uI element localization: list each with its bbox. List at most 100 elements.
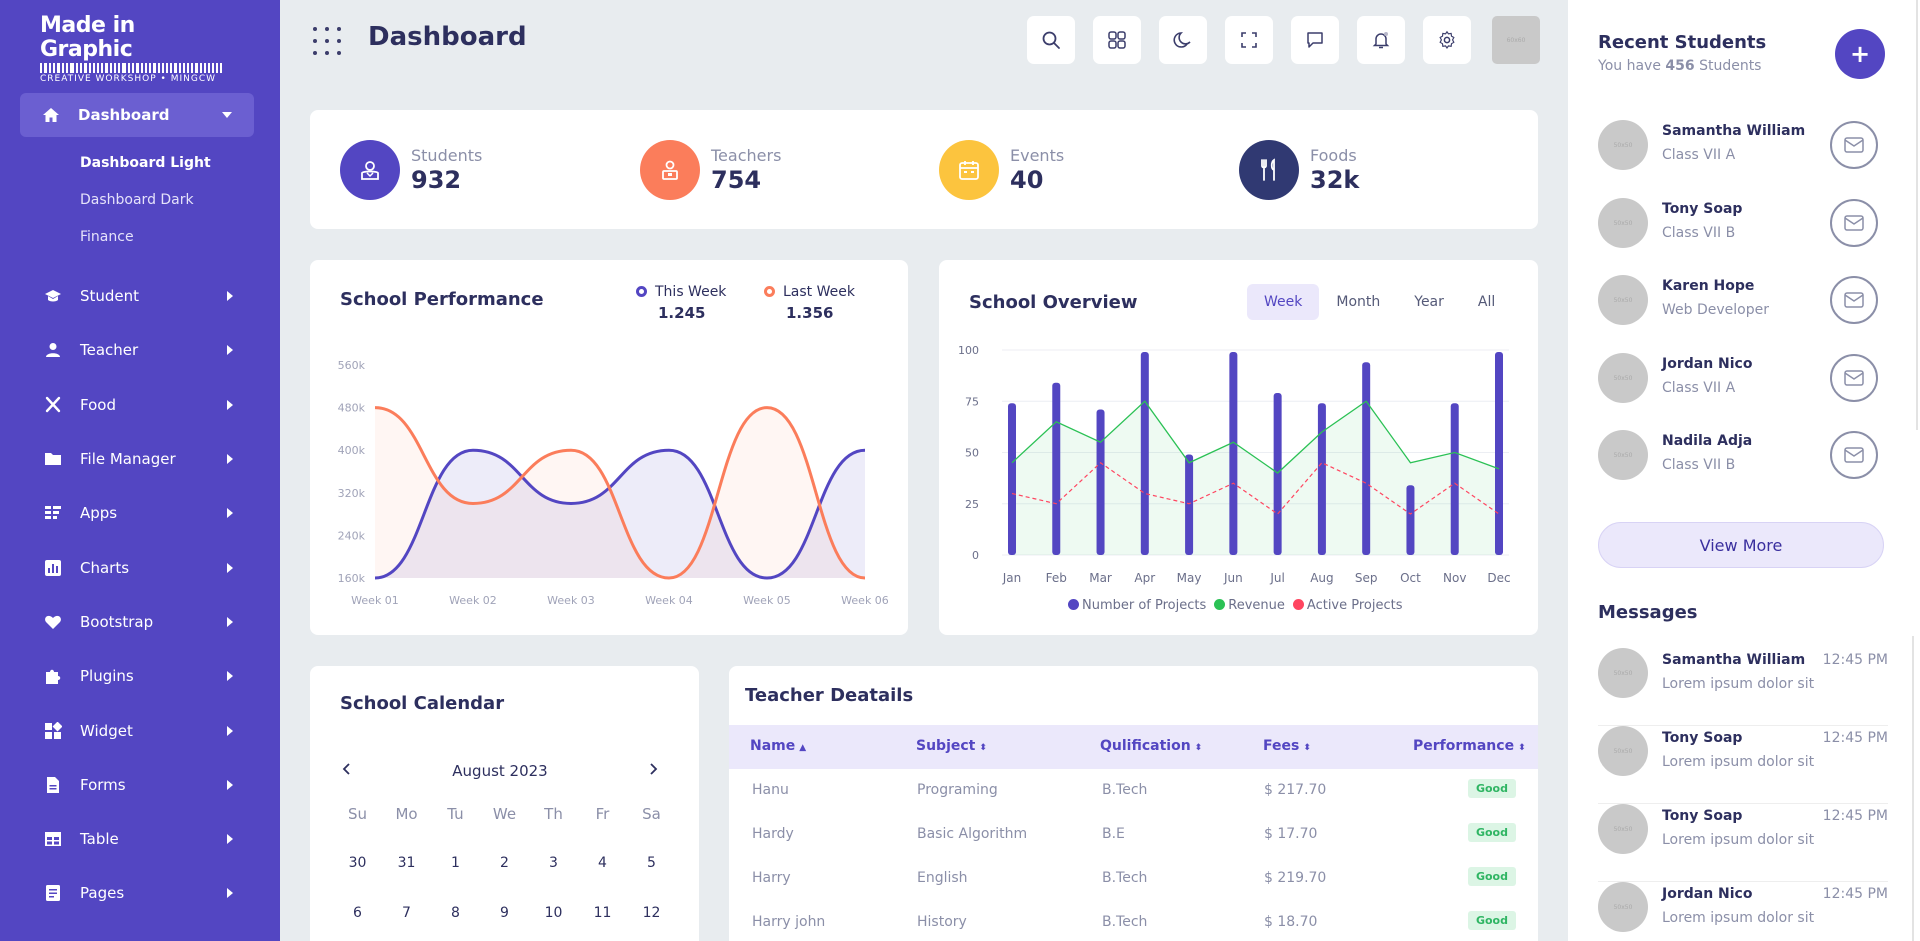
calendar-weekday: Th bbox=[544, 805, 563, 823]
stat-value: 40 bbox=[1010, 166, 1044, 194]
legend-ring-icon bbox=[764, 286, 775, 297]
student-count: 456 bbox=[1665, 58, 1695, 74]
right-panel-scrollbar[interactable] bbox=[1916, 0, 1918, 430]
performance-chart: 560k 480k 400k 320k 240k 160k Week 01 Week 02 We… bbox=[338, 359, 889, 607]
legend-this-week[interactable]: This Week 1.245 bbox=[636, 284, 726, 322]
view-more-button[interactable]: View More bbox=[1598, 522, 1884, 568]
calendar-day[interactable]: 1 bbox=[451, 855, 460, 871]
table-row[interactable]: Hanu Programing B.Tech $ 217.70 Good bbox=[729, 769, 1538, 813]
tab-month[interactable]: Month bbox=[1336, 294, 1381, 310]
calendar-header: August 2023 bbox=[340, 762, 660, 780]
chat-button[interactable] bbox=[1291, 16, 1339, 64]
legend-active-projects[interactable]: Active Projects bbox=[1292, 598, 1403, 613]
table-row[interactable]: Hardy Basic Algorithm B.E $ 17.70 Good bbox=[729, 813, 1538, 857]
calendar-day[interactable]: 6 bbox=[353, 905, 362, 921]
student-item[interactable]: 50x50 Jordan Nico Class VII A bbox=[1598, 353, 1888, 409]
message-item[interactable]: 50x50 Tony Soap Lorem ipsum dolor sit 12… bbox=[1598, 726, 1888, 804]
message-student-button[interactable] bbox=[1830, 121, 1878, 169]
dark-mode-button[interactable] bbox=[1159, 16, 1207, 64]
table-row[interactable]: Harry English B.Tech $ 219.70 Good bbox=[729, 857, 1538, 901]
student-item[interactable]: 50x50 Karen Hope Web Developer bbox=[1598, 275, 1888, 331]
student-icon bbox=[340, 140, 400, 200]
bar-projects bbox=[1273, 393, 1282, 555]
notifications-button[interactable] bbox=[1357, 16, 1405, 64]
calendar-grid: Su Mo Tu We Th Fr Sa 30 31 1 2 3 4 5 6 7… bbox=[333, 805, 676, 941]
message-item[interactable]: 50x50 Jordan Nico Lorem ipsum dolor sit … bbox=[1598, 882, 1888, 941]
table-row[interactable]: Harry john History B.Tech $ 18.70 Good bbox=[729, 901, 1538, 941]
calendar-prev-button[interactable] bbox=[340, 762, 354, 780]
settings-button[interactable] bbox=[1423, 16, 1471, 64]
x-tick-label: Week 06 bbox=[841, 594, 889, 607]
message-student-button[interactable] bbox=[1830, 354, 1878, 402]
calendar-day[interactable]: 2 bbox=[500, 855, 509, 871]
y-tick-label: 560k bbox=[338, 359, 366, 372]
sidebar-item-student[interactable]: Student bbox=[0, 269, 280, 323]
user-avatar[interactable]: 60x60 bbox=[1492, 16, 1540, 64]
avatar: 50x50 bbox=[1598, 353, 1648, 403]
column-qualification[interactable]: Qulification ⬍ bbox=[1100, 738, 1202, 754]
message-time: 12:45 PM bbox=[1822, 808, 1888, 824]
message-item[interactable]: 50x50 Tony Soap Lorem ipsum dolor sit 12… bbox=[1598, 804, 1888, 882]
brand-logo[interactable]: Made in Graphic CREATIVE WORKSHOP • MING… bbox=[40, 14, 230, 84]
calendar-day[interactable]: 11 bbox=[593, 905, 612, 921]
calendar-next-button[interactable] bbox=[646, 762, 660, 780]
submenu-dashboard-light[interactable]: Dashboard Light bbox=[80, 155, 211, 171]
calendar-day[interactable]: 12 bbox=[642, 905, 661, 921]
student-item[interactable]: 50x50 Tony Soap Class VII B bbox=[1598, 198, 1888, 254]
teacher-icon bbox=[640, 140, 700, 200]
submenu-finance[interactable]: Finance bbox=[80, 229, 134, 245]
search-button[interactable] bbox=[1027, 16, 1075, 64]
tab-year[interactable]: Year bbox=[1414, 294, 1444, 310]
fullscreen-button[interactable] bbox=[1225, 16, 1273, 64]
column-name[interactable]: Name ▲ bbox=[750, 738, 806, 754]
sidebar-item-widget[interactable]: Widget bbox=[0, 703, 280, 757]
tab-week[interactable]: Week bbox=[1247, 284, 1320, 320]
column-subject[interactable]: Subject ⬍ bbox=[916, 738, 987, 754]
tab-all[interactable]: All bbox=[1477, 294, 1496, 310]
calendar-day[interactable]: 30 bbox=[348, 855, 367, 871]
calendar-day[interactable]: 5 bbox=[647, 855, 656, 871]
sidebar-item-bootstrap[interactable]: Bootstrap bbox=[0, 595, 280, 649]
calendar-day[interactable]: 31 bbox=[397, 855, 416, 871]
sidebar-item-charts[interactable]: Charts bbox=[0, 540, 280, 594]
legend-value: 1.356 bbox=[786, 304, 834, 322]
legend-projects[interactable]: Number of Projects bbox=[1068, 598, 1206, 613]
calendar-day[interactable]: 9 bbox=[500, 905, 509, 921]
submenu-dashboard-dark[interactable]: Dashboard Dark bbox=[80, 192, 194, 208]
sidebar-item-label: Bootstrap bbox=[80, 612, 154, 631]
legend-label: Last Week bbox=[783, 284, 855, 300]
message-student-button[interactable] bbox=[1830, 199, 1878, 247]
sidebar-item-table[interactable]: Table bbox=[0, 812, 280, 866]
column-fees[interactable]: Fees ⬍ bbox=[1263, 738, 1311, 754]
sidebar-item-label: Food bbox=[80, 395, 116, 414]
y-tick-label: 0 bbox=[972, 549, 979, 562]
messages-scrollbar[interactable] bbox=[1912, 636, 1914, 941]
chat-icon bbox=[1307, 32, 1323, 48]
calendar-day[interactable]: 8 bbox=[451, 905, 460, 921]
calendar-day[interactable]: 4 bbox=[598, 855, 607, 871]
calendar-day[interactable]: 3 bbox=[549, 855, 558, 871]
legend-last-week[interactable]: Last Week 1.356 bbox=[764, 284, 855, 322]
apps-grid-button[interactable] bbox=[1093, 16, 1141, 64]
message-student-button[interactable] bbox=[1830, 276, 1878, 324]
sidebar-item-pages[interactable]: Pages bbox=[0, 866, 280, 920]
column-performance[interactable]: Performance ⬍ bbox=[1413, 738, 1526, 754]
sidebar-item-teacher[interactable]: Teacher bbox=[0, 323, 280, 377]
legend-revenue[interactable]: Revenue bbox=[1214, 598, 1285, 613]
sidebar-item-food[interactable]: Food bbox=[0, 378, 280, 432]
sidebar-item-forms[interactable]: Forms bbox=[0, 758, 280, 812]
message-student-button[interactable] bbox=[1830, 431, 1878, 479]
message-item[interactable]: 50x50 Samantha William Lorem ipsum dolor… bbox=[1598, 648, 1888, 726]
sidebar-item-apps[interactable]: Apps bbox=[0, 486, 280, 540]
sidebar-item-file-manager[interactable]: File Manager bbox=[0, 432, 280, 486]
x-tick-label: May bbox=[1177, 571, 1202, 585]
calendar-day[interactable]: 7 bbox=[402, 905, 411, 921]
calendar-day[interactable]: 10 bbox=[544, 905, 563, 921]
sidebar-item-plugins[interactable]: Plugins bbox=[0, 649, 280, 703]
student-item[interactable]: 50x50 Samantha William Class VII A bbox=[1598, 120, 1888, 176]
sidebar-item-dashboard[interactable]: Dashboard bbox=[20, 93, 254, 137]
student-item[interactable]: 50x50 Nadila Adja Class VII B bbox=[1598, 430, 1888, 486]
mail-icon bbox=[1844, 215, 1864, 231]
add-student-button[interactable]: + bbox=[1835, 29, 1885, 79]
menu-toggle-icon[interactable] bbox=[313, 27, 341, 55]
